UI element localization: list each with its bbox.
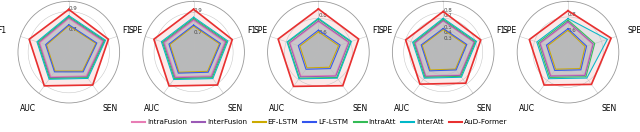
Polygon shape <box>163 18 227 79</box>
Polygon shape <box>413 19 476 77</box>
Polygon shape <box>169 25 220 73</box>
Polygon shape <box>170 26 220 72</box>
Polygon shape <box>298 30 340 69</box>
Polygon shape <box>39 18 104 78</box>
Polygon shape <box>45 25 97 72</box>
Polygon shape <box>421 28 467 71</box>
Polygon shape <box>278 9 358 86</box>
Polygon shape <box>413 18 477 78</box>
Polygon shape <box>422 30 466 70</box>
Polygon shape <box>37 16 106 79</box>
Polygon shape <box>537 18 607 79</box>
Polygon shape <box>406 11 481 84</box>
Polygon shape <box>548 30 585 69</box>
Polygon shape <box>154 9 232 86</box>
Polygon shape <box>289 21 349 77</box>
Polygon shape <box>547 29 587 70</box>
Polygon shape <box>529 11 611 85</box>
Polygon shape <box>161 17 228 80</box>
Polygon shape <box>164 19 226 78</box>
Polygon shape <box>38 16 104 78</box>
Polygon shape <box>47 26 96 71</box>
Polygon shape <box>541 22 593 76</box>
Legend: IntraFusion, InterFusion, EF-LSTM, LF-LSTM, IntraAtt, InterAtt, AuD-Former: IntraFusion, InterFusion, EF-LSTM, LF-LS… <box>129 117 511 128</box>
Polygon shape <box>287 18 351 79</box>
Polygon shape <box>290 22 348 76</box>
Polygon shape <box>29 10 108 86</box>
Polygon shape <box>40 19 102 77</box>
Polygon shape <box>164 20 225 77</box>
Polygon shape <box>540 22 593 76</box>
Polygon shape <box>538 20 595 77</box>
Polygon shape <box>415 20 474 76</box>
Polygon shape <box>288 19 351 78</box>
Polygon shape <box>415 21 474 76</box>
Polygon shape <box>300 32 339 68</box>
